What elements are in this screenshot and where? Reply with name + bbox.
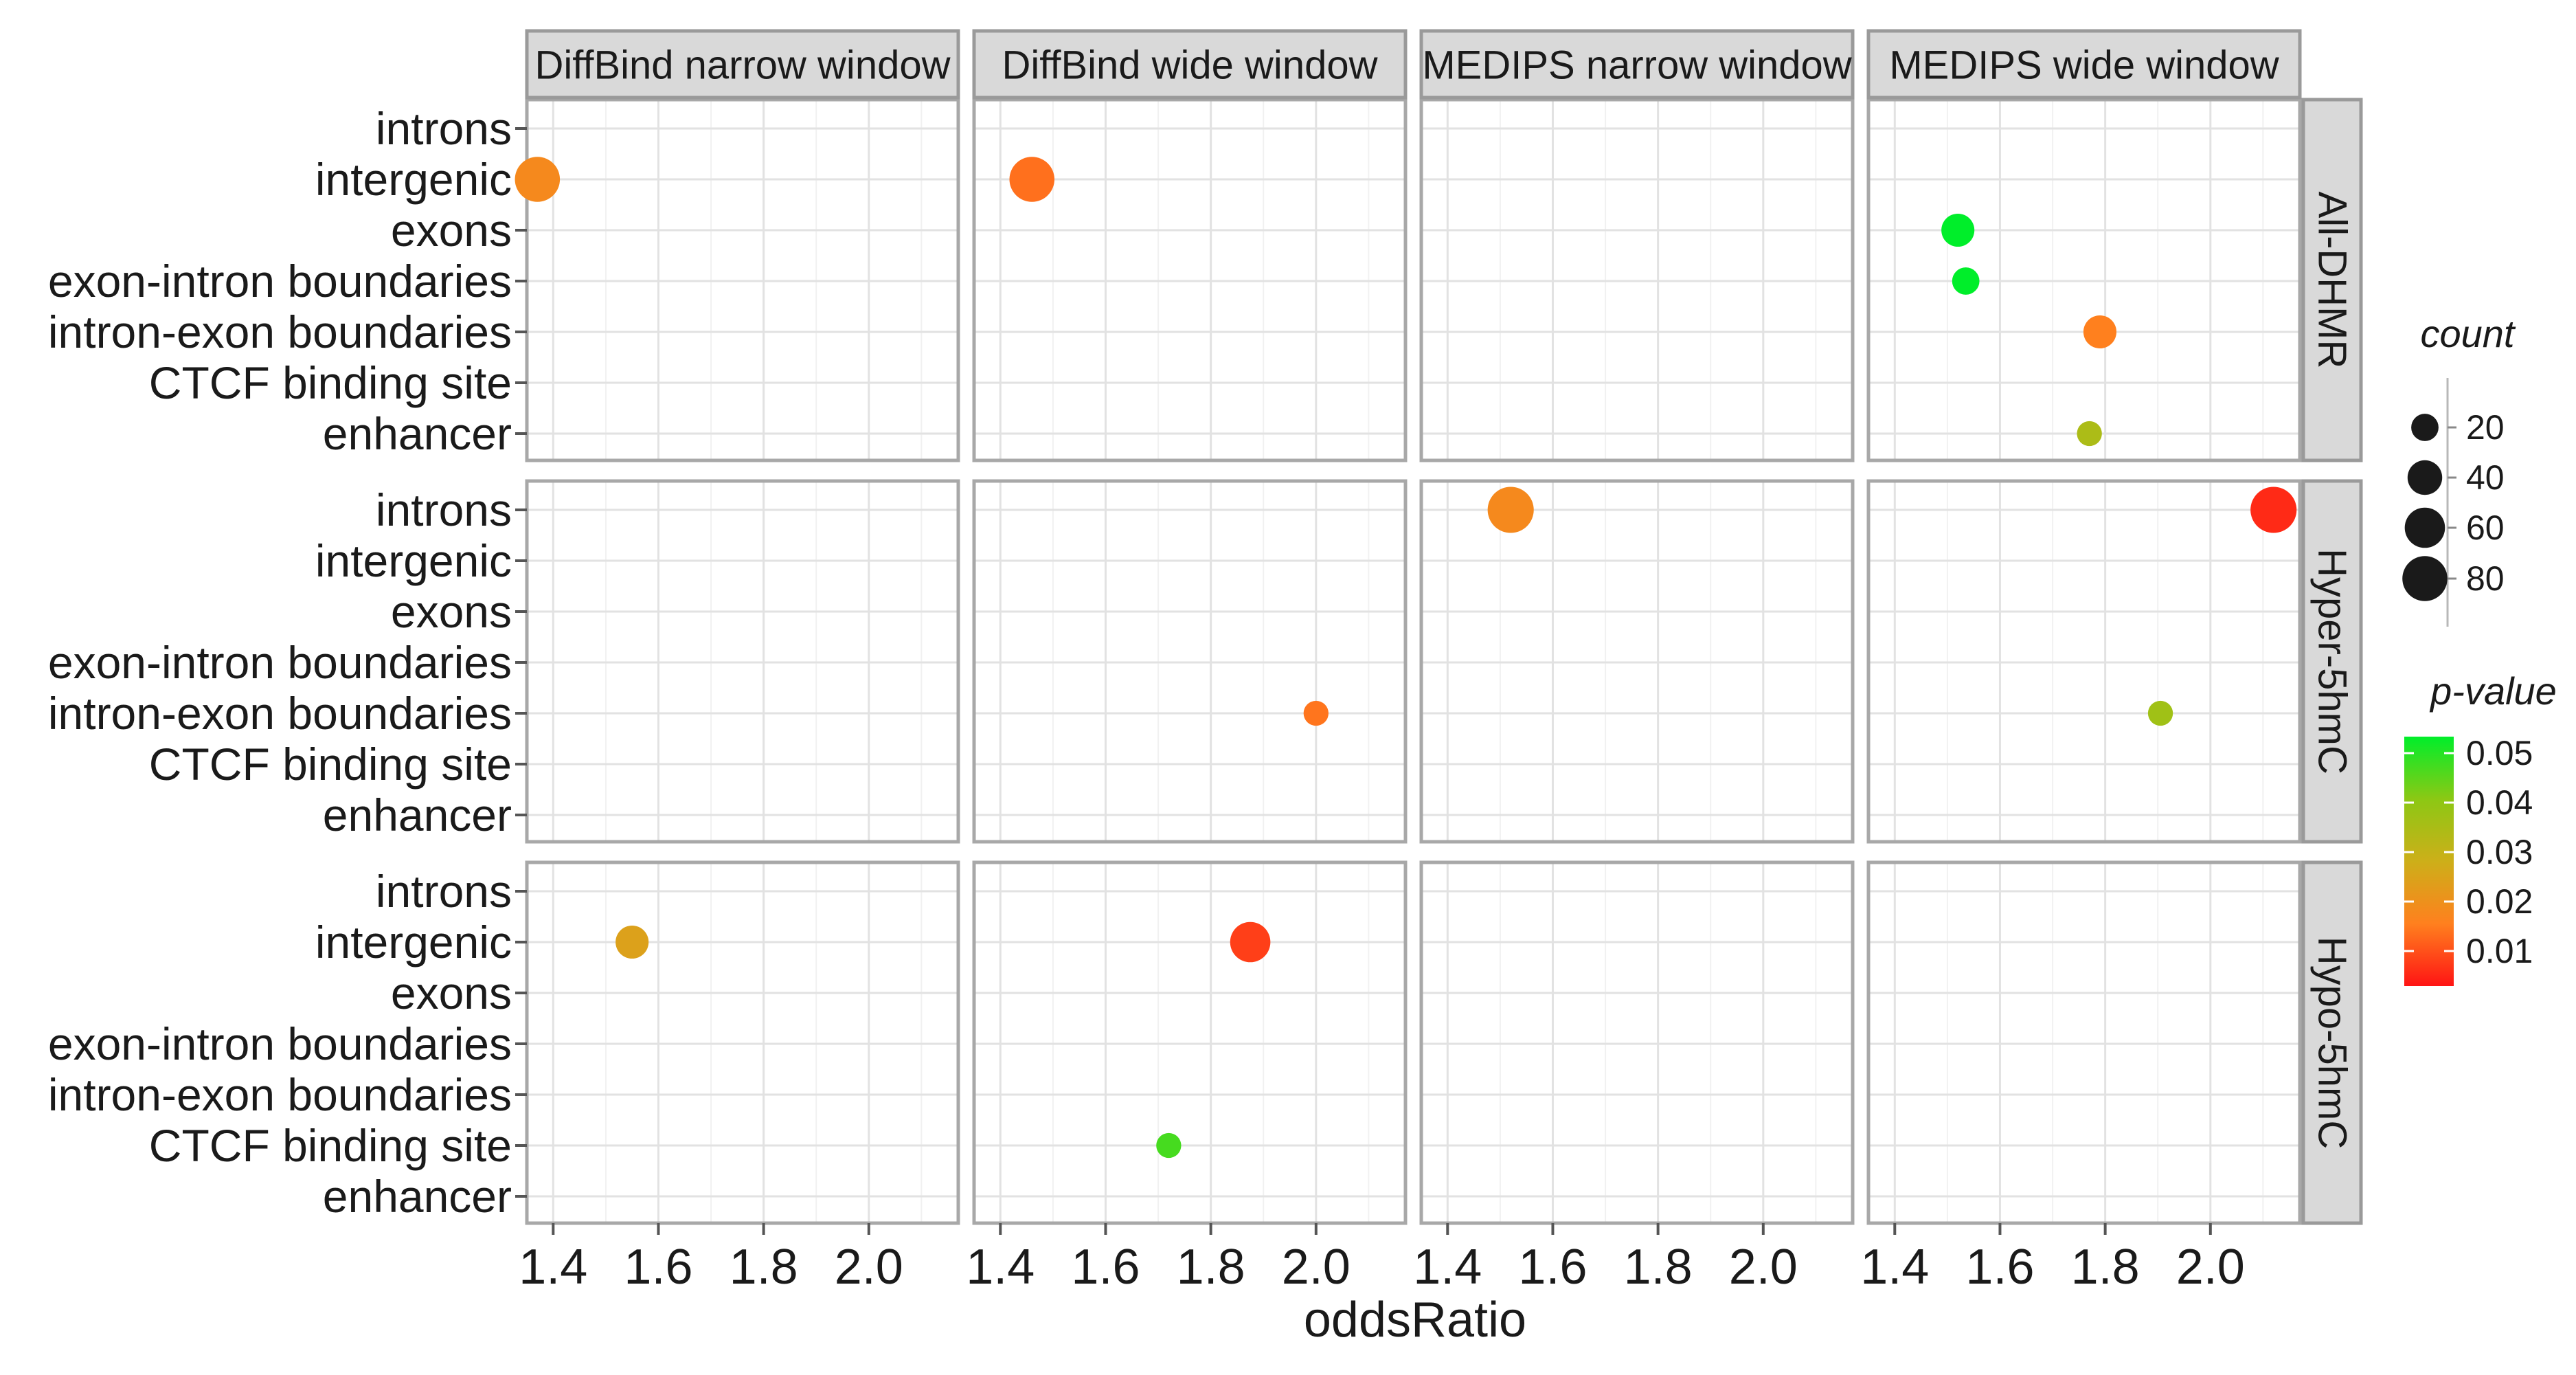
facet-strip-label: MEDIPS narrow window (1422, 43, 1852, 88)
size-legend-key (2407, 460, 2443, 495)
facet-strip-label: All-DHMR (2310, 192, 2355, 369)
facet-strip-row (2301, 98, 2363, 462)
panel-frame (1419, 98, 1855, 462)
panel-frame (972, 98, 1408, 462)
x-tick-label: 1.6 (624, 1240, 692, 1295)
panel-frame (1866, 860, 2302, 1225)
data-point (2083, 315, 2117, 349)
color-legend-label: 0.01 (2466, 932, 2533, 970)
y-tick-label: exons (391, 968, 512, 1018)
y-tick-label: intron-exon boundaries (48, 688, 512, 739)
y-tick-label: intergenic (315, 154, 512, 205)
data-point (515, 157, 561, 202)
size-legend-label: 40 (2466, 458, 2505, 497)
color-legend-label: 0.02 (2466, 882, 2533, 921)
x-tick-label: 2.0 (2176, 1240, 2245, 1295)
data-point (1009, 157, 1055, 202)
facet-strip-label: MEDIPS wide window (1889, 43, 2279, 88)
facet-strip-column (525, 29, 960, 100)
y-tick-label: intron-exon boundaries (48, 306, 512, 357)
y-tick-label: enhancer (323, 1171, 512, 1222)
y-tick-label: CTCF binding site (149, 739, 512, 790)
data-point (2077, 421, 2102, 447)
facet-strip-label: Hyper-5hmC (2310, 548, 2355, 774)
size-legend-label: 80 (2466, 559, 2505, 598)
panel-frame (1866, 98, 2302, 462)
color-legend-label: 0.05 (2466, 734, 2533, 772)
size-legend-label: 60 (2466, 508, 2505, 547)
x-tick-label: 2.0 (1729, 1240, 1798, 1295)
x-tick-label: 1.4 (966, 1240, 1035, 1295)
y-tick-label: CTCF binding site (149, 1120, 512, 1171)
y-tick-label: intron-exon boundaries (48, 1069, 512, 1120)
data-point (1487, 487, 1534, 533)
x-tick-label: 2.0 (1282, 1240, 1351, 1295)
y-tick-label: exons (391, 586, 512, 637)
data-point (2250, 487, 2297, 533)
size-legend-label: 20 (2466, 408, 2505, 447)
facet-strip-row (2301, 860, 2363, 1225)
data-point (1156, 1132, 1182, 1159)
data-point (1952, 267, 1980, 295)
data-point (1230, 921, 1271, 963)
x-tick-label: 1.6 (1518, 1240, 1587, 1295)
color-legend-title: p-value (2429, 669, 2557, 713)
color-legend-bar (2404, 737, 2454, 986)
panel-frame (1419, 860, 1855, 1225)
x-tick-label: 1.4 (1413, 1240, 1482, 1295)
x-tick-label: 1.8 (730, 1240, 798, 1295)
y-tick-label: introns (376, 866, 512, 917)
facet-strip-label: DiffBind wide window (1002, 43, 1379, 88)
y-tick-label: enhancer (323, 790, 512, 840)
size-legend-title: count (2421, 312, 2516, 355)
x-tick-label: 1.8 (1624, 1240, 1693, 1295)
color-legend-label: 0.04 (2466, 783, 2533, 822)
facet-strip-label: Hypo-5hmC (2310, 937, 2355, 1149)
size-legend-key (2411, 414, 2439, 441)
x-tick-label: 2.0 (835, 1240, 903, 1295)
facet-strip-column (1866, 29, 2302, 100)
panel-frame (972, 479, 1408, 844)
data-point (615, 925, 649, 959)
size-legend-key (2404, 507, 2445, 548)
x-axis-title: oddsRatio (1304, 1293, 1526, 1348)
y-tick-label: exon-intron boundaries (48, 1018, 512, 1069)
x-tick-label: 1.4 (519, 1240, 587, 1295)
data-point (1303, 700, 1329, 726)
y-tick-label: exon-intron boundaries (48, 637, 512, 688)
y-tick-label: intergenic (315, 535, 512, 586)
facet-strip-column (1419, 29, 1855, 100)
y-tick-label: enhancer (323, 408, 512, 459)
facet-strip-label: DiffBind narrow window (535, 43, 951, 88)
y-tick-label: exon-intron boundaries (48, 256, 512, 306)
data-point (2147, 700, 2173, 726)
panel-frame (1419, 479, 1855, 844)
data-point (1941, 213, 1975, 247)
x-tick-label: 1.6 (1071, 1240, 1140, 1295)
color-legend-label: 0.03 (2466, 833, 2533, 871)
panel-frame (1866, 479, 2302, 844)
facet-strip-row (2301, 479, 2363, 844)
y-tick-label: exons (391, 205, 512, 256)
y-tick-label: introns (376, 484, 512, 535)
panel-frame (972, 860, 1408, 1225)
y-tick-label: introns (376, 103, 512, 154)
x-tick-label: 1.8 (2071, 1240, 2140, 1295)
y-tick-label: intergenic (315, 917, 512, 968)
y-tick-label: CTCF binding site (149, 357, 512, 408)
x-tick-label: 1.8 (1177, 1240, 1245, 1295)
x-tick-label: 1.4 (1860, 1240, 1929, 1295)
facet-strip-column (972, 29, 1408, 100)
x-tick-label: 1.6 (1965, 1240, 2034, 1295)
size-legend-key (2402, 556, 2448, 601)
